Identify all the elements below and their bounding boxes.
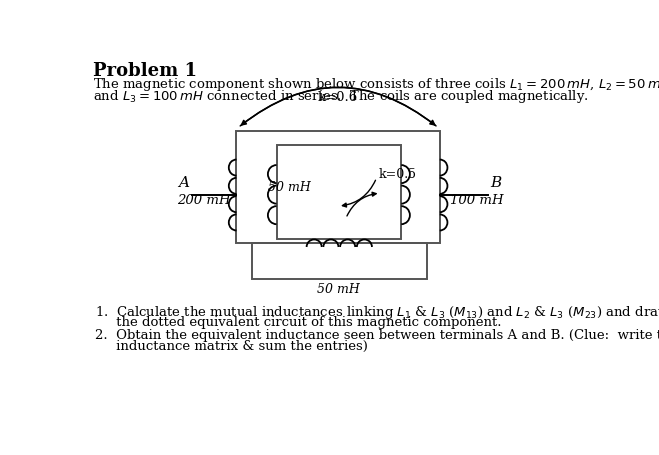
Text: A: A [178, 176, 188, 190]
Text: 50 mH: 50 mH [268, 181, 311, 194]
Text: B: B [490, 176, 502, 190]
Text: 2.  Obtain the equivalent inductance seen between terminals A and B. (Clue:  wri: 2. Obtain the equivalent inductance seen… [95, 328, 659, 341]
Text: The magnetic component shown below consists of three coils $L_1 = 200\,mH$, $L_2: The magnetic component shown below consi… [94, 76, 659, 93]
Text: 1.  Calculate the mutual inductances linking $L_1$ & $L_3$ ($M_{13}$) and $L_2$ : 1. Calculate the mutual inductances link… [95, 303, 659, 320]
Text: the dotted equivalent circuit of this magnetic component.: the dotted equivalent circuit of this ma… [95, 315, 501, 328]
Text: k=0.5: k=0.5 [378, 168, 416, 181]
Text: k=0.6: k=0.6 [318, 91, 358, 104]
Text: and $L_3 = 100\,mH$ connected in series.  The coils are coupled magnetically.: and $L_3 = 100\,mH$ connected in series.… [94, 88, 588, 105]
Text: 200 mH: 200 mH [177, 193, 230, 206]
Text: 50 mH: 50 mH [317, 283, 360, 296]
Text: 100 mH: 100 mH [450, 193, 503, 206]
Text: Problem 1: Problem 1 [94, 62, 197, 80]
Text: inductance matrix & sum the entries): inductance matrix & sum the entries) [95, 339, 368, 353]
